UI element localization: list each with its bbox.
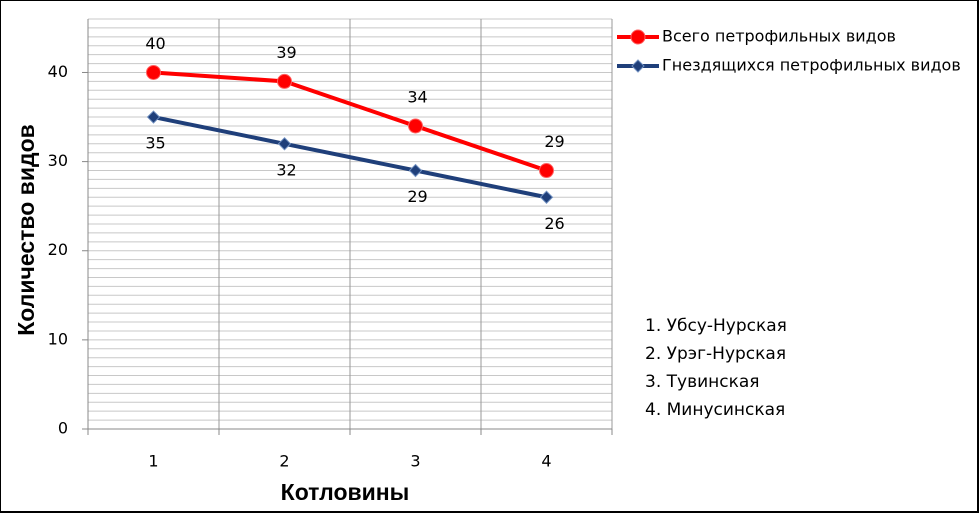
- point: [146, 64, 161, 80]
- data-label: 34: [407, 87, 427, 106]
- series-line: [153, 115, 547, 200]
- y-tick-label: 40: [48, 62, 68, 81]
- x-tick-label: 2: [279, 452, 289, 471]
- point: [408, 163, 423, 178]
- x-tick-label: 1: [148, 452, 158, 471]
- data-label: 29: [544, 132, 564, 151]
- point: [146, 110, 161, 124]
- point: [539, 163, 554, 179]
- legend-marker: [630, 29, 646, 45]
- data-label: 35: [145, 134, 165, 153]
- legend-marker: [631, 59, 645, 73]
- note: 2. Урэг-Нурская: [645, 344, 786, 364]
- data-label: 40: [145, 34, 165, 53]
- note: 4. Минусинская: [645, 400, 785, 420]
- data-label: 29: [407, 187, 427, 206]
- series-line: [153, 70, 548, 173]
- note: 3. Тувинская: [645, 372, 760, 392]
- point: [539, 190, 554, 204]
- y-tick-label: 20: [48, 240, 68, 259]
- x-tick-label: 4: [541, 452, 551, 471]
- x-tick-label: 3: [410, 452, 420, 471]
- y-tick-label: 10: [48, 329, 68, 348]
- point: [277, 137, 292, 151]
- y-axis-title: Количество видов: [13, 124, 39, 336]
- note: 1. Убсу-Нурская: [645, 316, 787, 336]
- data-label: 32: [276, 160, 296, 179]
- point: [277, 73, 292, 89]
- y-tick-label: 30: [48, 151, 68, 170]
- legend-label: Всего петрофильных видов: [662, 27, 896, 46]
- data-label: 26: [544, 214, 564, 233]
- data-label: 39: [276, 43, 296, 62]
- x-axis-title: Котловины: [281, 479, 410, 505]
- point: [408, 118, 423, 134]
- legend-label: Гнездящихся петрофильных видов: [662, 56, 961, 75]
- y-tick-label: 0: [58, 419, 68, 438]
